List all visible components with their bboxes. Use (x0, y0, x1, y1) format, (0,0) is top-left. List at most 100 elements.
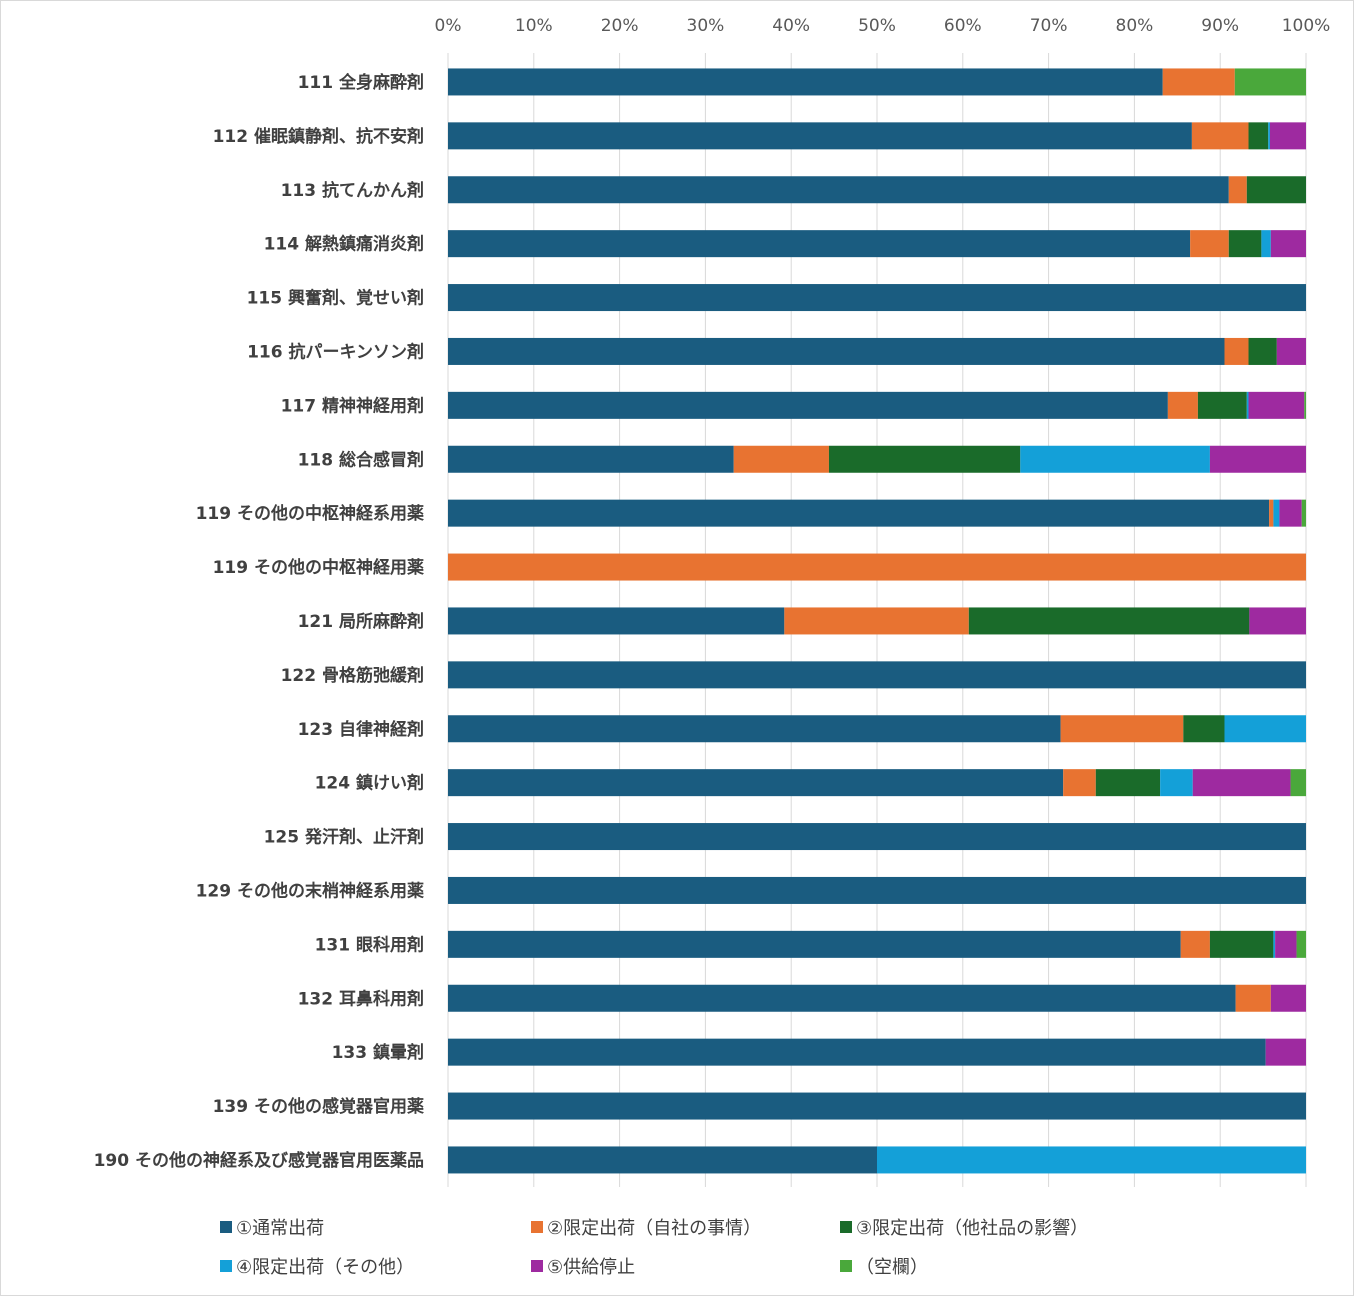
bar-segment (1197, 391, 1247, 419)
bar-segment (1224, 715, 1306, 743)
bar-segment (1279, 499, 1302, 527)
bar-segment (1273, 499, 1280, 527)
x-tick-label: 20% (601, 16, 639, 36)
bar-segment (1246, 176, 1306, 204)
bar-segment (1269, 122, 1306, 150)
bar-segment (1160, 769, 1193, 797)
category-label: 190 その他の神経系及び感覚器官用医薬品 (94, 1150, 424, 1171)
legend-swatch (840, 1260, 852, 1272)
bar-segment (968, 607, 1250, 635)
category-label: 111 全身麻酔剤 (298, 72, 424, 93)
bar-segment (448, 68, 1163, 96)
category-label: 119 その他の中枢神経系用薬 (196, 503, 424, 524)
category-label: 132 耳鼻科用剤 (298, 988, 424, 1009)
bar-segment (1162, 68, 1235, 96)
x-tick-label: 40% (772, 16, 810, 36)
category-label: 129 その他の末梢神経系用薬 (196, 880, 424, 901)
category-label: 114 解熱鎮痛消炎剤 (264, 234, 424, 255)
bar-segment (1095, 769, 1161, 797)
bar-segment (1246, 391, 1249, 419)
category-label: 121 局所麻酔剤 (298, 611, 424, 632)
bar-segment (448, 284, 1306, 312)
bar-segment (448, 1038, 1266, 1066)
bar-segment (1209, 445, 1306, 473)
legend-label: （空欄） (856, 1257, 928, 1278)
bar-segment (784, 607, 969, 635)
x-axis-ticks: 0% 10% 20% 30% 40% 50% 60% 70% 80% 90% 100% (435, 16, 1331, 36)
category-label: 118 総合感冒剤 (298, 449, 424, 470)
bar-segment (1235, 984, 1271, 1012)
bar-segment (1192, 769, 1291, 797)
bar-segment (1304, 391, 1306, 419)
category-label: 115 興奮剤、覚せい剤 (247, 288, 424, 309)
x-tick-label: 10% (515, 16, 553, 36)
bar-segment (448, 230, 1191, 258)
bar-segment (1020, 445, 1210, 473)
x-tick-label: 60% (944, 16, 982, 36)
x-tick-label: 90% (1201, 16, 1239, 36)
bar-segment (733, 445, 829, 473)
x-tick-label: 30% (687, 16, 725, 36)
bar-segment (448, 769, 1064, 797)
bar-segment (448, 122, 1192, 150)
bar-segment (1234, 68, 1306, 96)
category-label: 117 精神神経用剤 (281, 395, 424, 416)
bar-segment (1209, 930, 1274, 958)
bar-segment (1270, 230, 1306, 258)
bar-segment (448, 176, 1229, 204)
bar-segment (448, 499, 1270, 527)
bar-segment (1190, 230, 1229, 258)
bar-segment (448, 445, 734, 473)
bar-segment (1183, 715, 1225, 743)
bar-segment (448, 823, 1306, 851)
bar-segment (1167, 391, 1198, 419)
bar-segment (448, 391, 1168, 419)
bar-segment (828, 445, 1021, 473)
bar-segment (448, 1092, 1306, 1120)
legend-swatch (840, 1221, 852, 1233)
bar-segment (448, 930, 1181, 958)
bar-segment (1248, 337, 1277, 365)
bar-segment (1270, 984, 1306, 1012)
legend: ①通常出荷 ②限定出荷（自社の事情） ③限定出荷（他社品の影響） ④限定出荷（その他）… (220, 1218, 1088, 1278)
bar-segment (1296, 930, 1306, 958)
category-label: 122 骨格筋弛緩剤 (281, 665, 424, 686)
legend-swatch (220, 1260, 232, 1272)
legend-swatch (531, 1221, 543, 1233)
bar-segment (1268, 122, 1270, 150)
category-label: 139 その他の感覚器官用薬 (213, 1096, 424, 1117)
bar-segment (1265, 1038, 1306, 1066)
bar-segment (448, 876, 1306, 904)
bar-segment (1301, 499, 1306, 527)
bar-segment (448, 715, 1061, 743)
legend-label: ③限定出荷（他社品の影響） (856, 1218, 1088, 1239)
bar-segment (1275, 930, 1297, 958)
category-label: 133 鎮暈剤 (332, 1042, 424, 1063)
x-tick-label: 100% (1282, 16, 1331, 36)
bar-segment (1060, 715, 1184, 743)
legend-swatch (531, 1260, 543, 1272)
bar-segment (448, 1146, 877, 1174)
bar-segment (1228, 176, 1247, 204)
category-label: 131 眼科用剤 (315, 934, 424, 955)
category-label: 124 鎮けい剤 (315, 773, 424, 794)
bar-segment (448, 984, 1236, 1012)
x-tick-label: 80% (1116, 16, 1154, 36)
bar-segment (448, 337, 1225, 365)
bar-segment (877, 1146, 1306, 1174)
category-label: 123 自律神経剤 (298, 719, 424, 740)
bars (448, 68, 1306, 1174)
bar-segment (1063, 769, 1096, 797)
bar-segment (1224, 337, 1249, 365)
category-label: 119 その他の中枢神経用薬 (213, 557, 424, 578)
bar-segment (448, 661, 1306, 689)
category-label: 125 発汗剤、止汗剤 (264, 827, 424, 848)
bar-segment (1248, 391, 1305, 419)
bar-segment (1276, 337, 1306, 365)
bar-segment (448, 607, 785, 635)
bar-segment (1180, 930, 1210, 958)
x-tick-label: 50% (858, 16, 896, 36)
bar-segment (448, 553, 1306, 581)
